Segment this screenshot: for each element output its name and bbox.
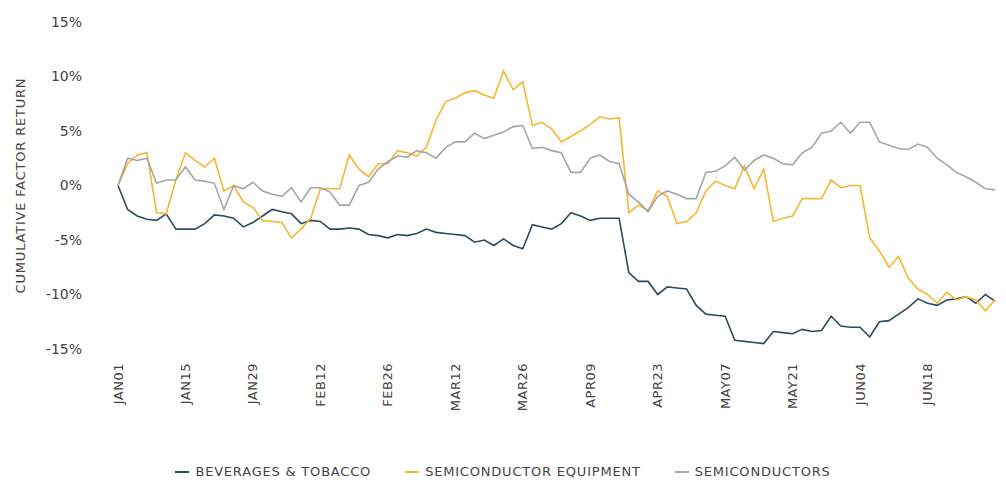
svg-text:-10%: -10% — [46, 286, 82, 302]
svg-text:MAR26: MAR26 — [515, 363, 530, 411]
svg-text:JUN18: JUN18 — [920, 363, 935, 406]
svg-text:FEB12: FEB12 — [313, 363, 328, 407]
svg-text:0%: 0% — [60, 177, 82, 193]
svg-text:15%: 15% — [51, 14, 82, 30]
svg-text:JAN15: JAN15 — [178, 363, 193, 405]
svg-text:-15%: -15% — [46, 341, 82, 357]
svg-text:JAN01: JAN01 — [111, 363, 126, 405]
html-text:BEVERAGES & TOBACCO: BEVERAGES & TOBACCO — [195, 464, 372, 479]
svg-text:MAY07: MAY07 — [718, 363, 733, 409]
svg-text:CUMULATIVE FACTOR RETURN: CUMULATIVE FACTOR RETURN — [13, 78, 28, 294]
html-text:SEMICONDUCTORS: SEMICONDUCTORS — [694, 464, 831, 479]
html-text:SEMICONDUCTOR EQUIPMENT: SEMICONDUCTOR EQUIPMENT — [425, 464, 641, 479]
svg-text:5%: 5% — [60, 123, 82, 139]
svg-text:APR09: APR09 — [583, 363, 598, 408]
svg-text:JAN29: JAN29 — [245, 363, 260, 405]
svg-text:MAR12: MAR12 — [448, 363, 463, 411]
svg-text:FEB26: FEB26 — [380, 363, 395, 407]
svg-text:JUN04: JUN04 — [853, 363, 868, 406]
svg-text:-5%: -5% — [55, 232, 82, 248]
svg-text:APR23: APR23 — [650, 363, 665, 408]
svg-text:MAY21: MAY21 — [785, 363, 800, 409]
svg-text:10%: 10% — [51, 68, 82, 84]
